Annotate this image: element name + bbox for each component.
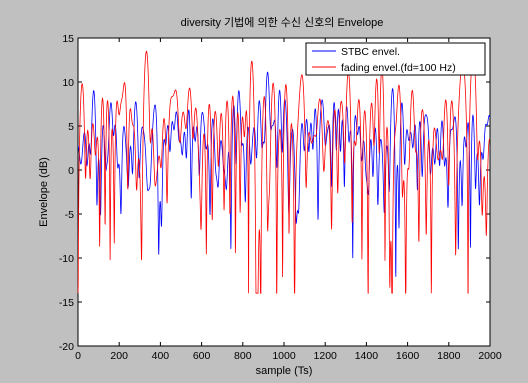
x-axis-label: sample (Ts)	[256, 365, 313, 377]
y-tick-label: 10	[62, 77, 74, 89]
series-line-fading	[77, 50, 491, 294]
legend-label-fading: fading envel.(fd=100 Hz)	[341, 62, 456, 74]
y-tick-label: -10	[59, 253, 74, 265]
x-tick-label: 2000	[478, 350, 502, 362]
y-tick-label: -20	[59, 341, 74, 353]
x-tick-label: 800	[234, 350, 252, 362]
plot-area	[77, 37, 491, 347]
x-tick-label: 1400	[355, 350, 379, 362]
y-tick-label: 0	[68, 165, 74, 177]
x-tick-label: 0	[75, 350, 81, 362]
x-tick-label: 200	[110, 350, 128, 362]
series-line-stbc	[77, 71, 491, 277]
chart-title: diversity 기법에 의한 수신 신호의 Envelope	[181, 16, 384, 29]
legend-label-stbc: STBC envel.	[341, 46, 400, 58]
y-tick-label: -5	[65, 209, 74, 221]
y-tick-label: 15	[62, 33, 74, 45]
x-tick-label: 400	[152, 350, 170, 362]
y-tick-label: -15	[59, 297, 74, 309]
series-layer	[77, 50, 491, 294]
y-tick-label: 5	[68, 121, 74, 133]
legend-box	[305, 42, 486, 76]
x-tick-label: 1800	[437, 350, 461, 362]
axis-ticks: 0 200 400 600 800 1000 1200 1400 1600 1800 2000 15 1…	[59, 33, 502, 362]
x-tick-label: 1200	[314, 350, 338, 362]
x-tick-label: 1600	[396, 350, 420, 362]
x-tick-label: 1000	[272, 350, 296, 362]
legend: STBC envel. fading envel.(fd=100 Hz)	[305, 42, 486, 76]
x-tick-label: 600	[193, 350, 211, 362]
y-axis-label: Envelope (dB)	[38, 157, 50, 227]
